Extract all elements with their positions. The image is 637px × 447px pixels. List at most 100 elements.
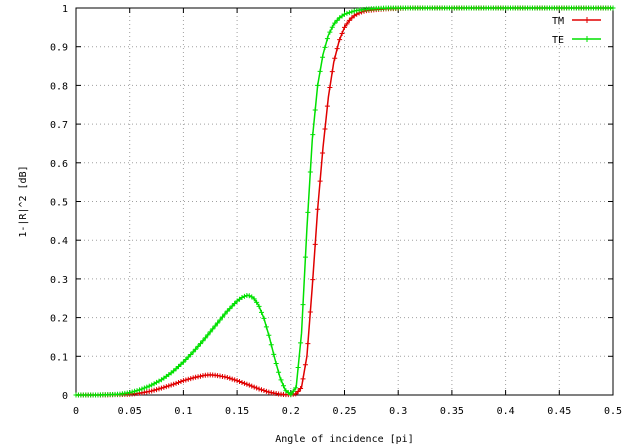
x-tick-label: 0.2: [282, 406, 300, 417]
data-point: [183, 357, 189, 363]
data-point: [237, 379, 243, 385]
y-tick-label: 0: [62, 391, 68, 402]
data-point: [305, 341, 311, 347]
data-point: [210, 326, 216, 332]
data-point: [190, 349, 196, 355]
data-point: [302, 254, 308, 260]
data-point: [317, 178, 323, 184]
data-point: [171, 368, 177, 374]
data-point: [178, 379, 184, 385]
x-tick-label: 0.35: [440, 406, 464, 417]
grid: [76, 8, 613, 395]
data-point: [190, 375, 196, 381]
data-point: [249, 383, 255, 389]
data-point: [185, 376, 191, 382]
legend-label: TM: [552, 16, 564, 27]
data-point: [146, 383, 152, 389]
y-tick-labels: 0 0.1 0.2 0.3 0.4 0.5 0.6 0.7 0.8 0.9 1: [50, 4, 68, 402]
data-point: [302, 362, 308, 368]
data-point: [256, 386, 262, 392]
y-tick-label: 0.2: [50, 314, 68, 325]
data-point: [195, 343, 201, 349]
data-point: [300, 302, 306, 308]
legend-label: TE: [552, 35, 564, 46]
data-point: [351, 8, 357, 14]
data-point: [168, 382, 174, 388]
data-point: [193, 374, 199, 380]
data-point: [166, 383, 172, 389]
data-point: [188, 376, 194, 382]
data-point: [178, 361, 184, 367]
data-point: [195, 374, 201, 380]
data-point: [232, 377, 238, 383]
x-tick-label: 0.05: [118, 406, 142, 417]
data-point: [246, 293, 252, 299]
legend-entry-te: TE: [552, 35, 601, 46]
x-tick-label: 0.3: [389, 406, 407, 417]
data-point: [173, 366, 179, 372]
data-point: [261, 315, 267, 321]
series-te: [73, 5, 616, 398]
data-point: [276, 369, 282, 375]
data-point: [295, 365, 301, 371]
data-point: [180, 359, 186, 365]
data-point: [176, 364, 182, 370]
data-point: [144, 384, 150, 390]
data-point: [259, 387, 265, 393]
data-point: [329, 24, 335, 30]
x-tick-label: 0.5: [604, 406, 622, 417]
data-point: [180, 378, 186, 384]
data-point: [197, 373, 203, 379]
data-point: [266, 332, 272, 338]
y-tick-label: 0.5: [50, 198, 68, 209]
data-point: [188, 351, 194, 357]
data-point: [256, 303, 262, 309]
data-point: [346, 17, 352, 23]
data-point: [222, 374, 228, 380]
y-tick-label: 1: [62, 4, 68, 15]
data-point: [271, 351, 277, 357]
y-tick-label: 0.3: [50, 275, 68, 286]
data-point: [280, 383, 286, 389]
data-point: [320, 150, 326, 156]
x-tick-label: 0.25: [332, 406, 356, 417]
data-point: [261, 388, 267, 394]
data-point: [312, 107, 318, 113]
data-point: [229, 376, 235, 382]
data-point: [207, 329, 213, 335]
data-point: [263, 388, 269, 394]
y-axis-label: 1-|R|^2 [dB]: [18, 165, 29, 237]
series-layer: [73, 5, 616, 398]
data-point: [293, 385, 299, 391]
y-tick-label: 0.7: [50, 120, 68, 131]
data-point: [176, 379, 182, 385]
data-point: [300, 376, 306, 382]
data-point: [339, 31, 345, 37]
data-point: [349, 9, 355, 15]
data-point: [139, 386, 145, 392]
data-point: [295, 388, 301, 394]
series-te-markers: [73, 5, 616, 398]
data-point: [224, 308, 230, 314]
data-point: [134, 388, 140, 394]
y-tick-label: 0.4: [50, 236, 68, 247]
data-point: [217, 317, 223, 323]
data-point: [244, 381, 250, 387]
data-point: [193, 346, 199, 352]
data-point: [332, 20, 338, 26]
data-point: [263, 324, 269, 330]
data-point: [307, 309, 313, 315]
data-point: [337, 37, 343, 43]
data-point: [215, 320, 221, 326]
data-point: [229, 303, 235, 309]
data-point: [141, 385, 147, 391]
y-tick-label: 0.9: [50, 43, 68, 54]
y-tick-label: 0.1: [50, 352, 68, 363]
data-point: [273, 361, 279, 367]
data-point: [288, 392, 294, 398]
data-point: [305, 209, 311, 215]
data-point: [315, 82, 321, 88]
data-point: [127, 390, 133, 396]
data-point: [298, 340, 304, 346]
data-point: [332, 55, 338, 61]
